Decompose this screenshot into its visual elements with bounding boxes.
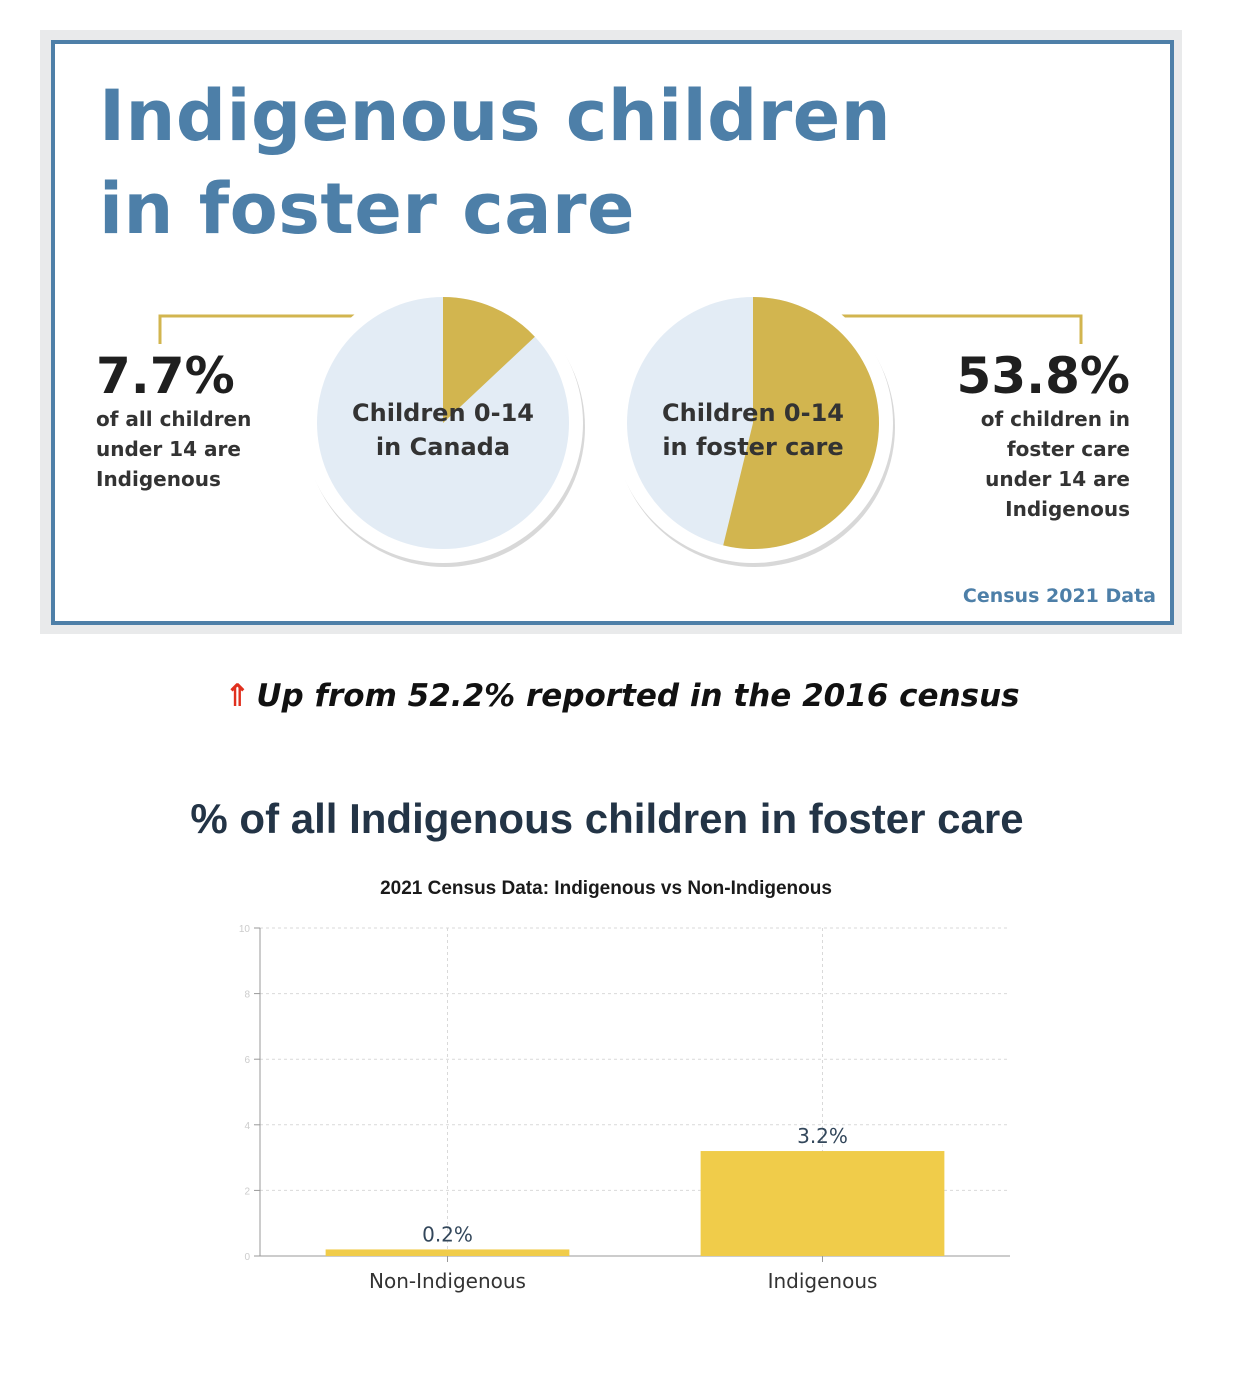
source-label: Census 2021 Data [962,585,1156,607]
infographic-title: Indigenous children in foster care [99,75,892,250]
y-tick-label: 6 [244,1055,250,1066]
x-tick-label: Non-Indigenous [369,1269,526,1293]
data-label: 3.2% [797,1124,848,1148]
pie-children-canada: Children 0-14 in Canada [298,278,588,568]
y-tick-label: 10 [239,924,251,935]
pie-slice-indigenous [443,297,535,423]
y-tick-label: 8 [244,990,250,1001]
y-tick-label: 0 [244,1252,250,1263]
double-up-arrow-icon: ⇑ [224,678,251,714]
infographic-panel: Indigenous children in foster care 7.7% … [40,30,1182,634]
pie-chart-canada [303,283,585,567]
bar [700,1151,945,1256]
connector-lines [158,314,1083,344]
right-stat: 53.8% of children in foster care under 1… [957,348,1130,524]
pie-label-foster: Children 0-14 in foster care [662,399,844,461]
right-stat-value: 53.8% [956,347,1130,405]
infographic-card: Indigenous children in foster care 7.7% … [51,40,1174,625]
pie-children-foster: Children 0-14 in foster care [608,278,898,568]
left-connector-line [158,314,445,344]
data-label: 0.2% [422,1222,473,1246]
y-tick-label: 4 [244,1121,250,1132]
pie-chart-foster [613,283,895,567]
bar-chart: 0 2 4 6 8 10 0.2% Non-Indigenous 3.2% Indigenous [239,924,1010,1293]
chart-heading: % of all Indigenous children in foster c… [190,795,1024,842]
pie-label-canada: Children 0-14 in Canada [352,399,534,461]
trend-note: ⇑ Up from 52.2% reported in the 2016 cens… [0,678,1244,714]
trend-text: Up from 52.2% reported in the 2016 censu… [256,678,1020,714]
left-stat-description: of all children under 14 are Indigenous [96,407,252,491]
right-stat-description: of children in foster care under 14 are … [980,407,1130,521]
bar [325,1249,570,1256]
right-connector-line [815,314,1083,344]
x-tick-label: Indigenous [768,1269,878,1293]
y-tick-label: 2 [244,1186,250,1197]
chart-title: 2021 Census Data: Indigenous vs Non-Indi… [380,878,832,899]
left-stat-value: 7.7% [96,347,235,405]
pie-slice-indigenous [723,297,879,549]
left-stat: 7.7% of all children under 14 are Indige… [96,348,251,494]
